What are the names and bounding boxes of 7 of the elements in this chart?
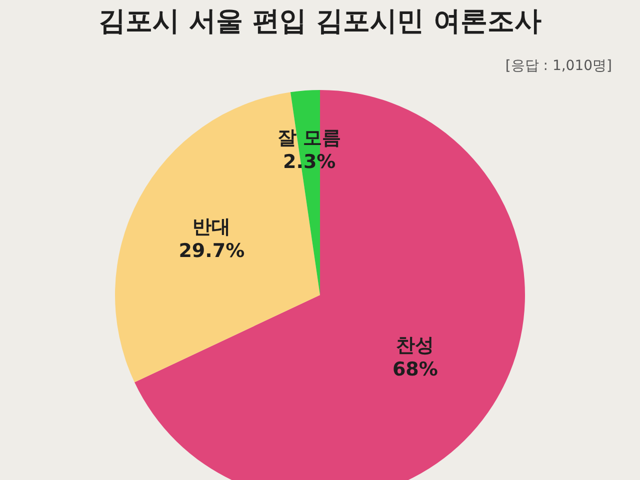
text: [응답 : 1,010명] (505, 58, 612, 74)
slice-label: 반대 (192, 216, 231, 238)
chart-title: 김포시 서울 편입 김포시민 여론조사 (98, 6, 542, 37)
data-label: 2.3% (282, 150, 336, 173)
data-label: 29.7% (178, 240, 245, 262)
data-label: 68% (392, 358, 438, 380)
slice-label: 찬성 (396, 334, 434, 356)
